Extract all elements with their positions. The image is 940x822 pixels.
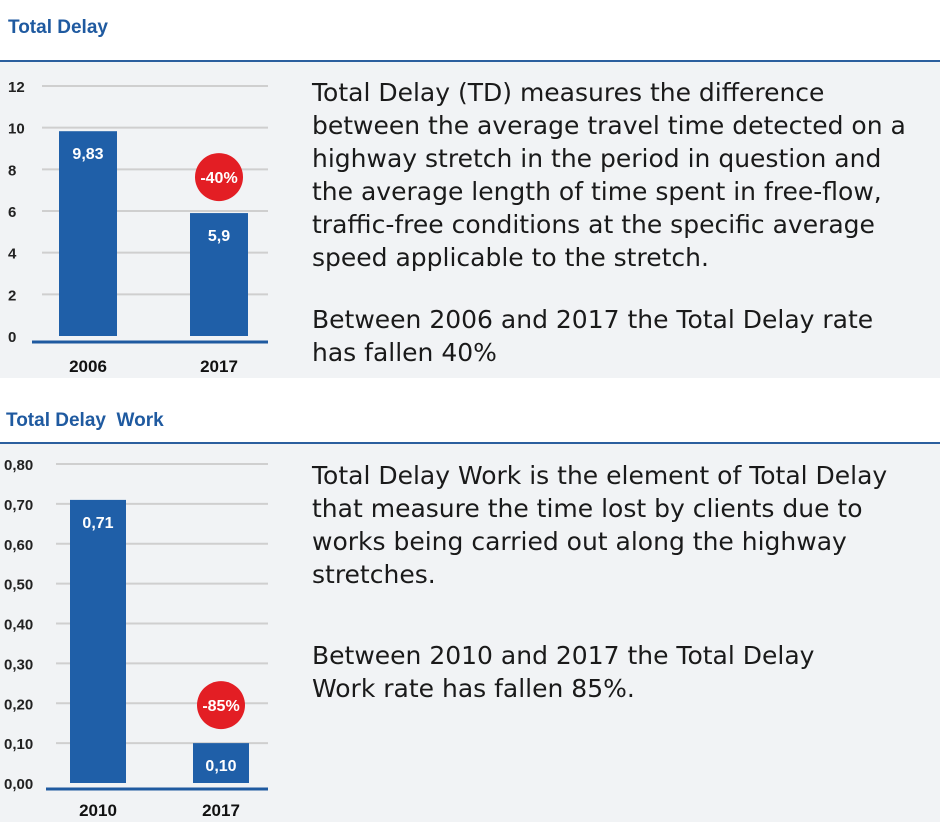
bars <box>59 131 248 336</box>
total-delay-work-panel <box>0 444 940 822</box>
y-tick-label: 0,30 <box>4 656 33 673</box>
data-labels: 9,83 5,9 <box>72 146 230 245</box>
section-title-total-delay-work: Total Delay Work <box>6 410 164 431</box>
x-tick-label: 2006 <box>69 357 107 376</box>
y-tick-label: 0,50 <box>4 577 33 594</box>
change-badge: -85% <box>197 681 245 730</box>
section-divider <box>0 60 940 62</box>
bar-value-label: 0,71 <box>82 515 113 532</box>
y-tick-label: 6 <box>8 204 16 221</box>
x-tick-label: 2010 <box>79 801 117 820</box>
total-delay-panel <box>0 62 940 378</box>
y-tick-label: 0,10 <box>4 736 33 753</box>
total-delay-work-summary: Between 2010 and 2017 the Total Delay Wo… <box>312 641 815 703</box>
y-tick-label: 0,80 <box>4 457 33 474</box>
x-tick-label: 2017 <box>200 357 238 376</box>
x-tick-labels: 2010 2017 <box>79 801 240 820</box>
y-tick-labels: 0 2 4 6 8 10 12 <box>8 79 25 346</box>
change-badge-label: -85% <box>202 698 239 715</box>
y-tick-label: 2 <box>8 287 16 304</box>
bar-value-label: 0,10 <box>205 758 236 775</box>
bar-value-label: 5,9 <box>208 228 230 245</box>
change-badge: -40% <box>195 153 243 202</box>
bars <box>70 499 249 783</box>
y-tick-label: 0,20 <box>4 696 33 713</box>
y-tick-label: 4 <box>8 246 17 263</box>
bar-2006 <box>59 131 117 336</box>
y-tick-label: 0,60 <box>4 537 33 554</box>
change-badge-circle <box>195 153 243 202</box>
y-tick-label: 0,70 <box>4 497 33 514</box>
x-tick-labels: 2006 2017 <box>69 357 238 376</box>
section-divider <box>0 442 940 444</box>
y-tick-label: 10 <box>8 121 25 138</box>
section-title-total-delay: Total Delay <box>8 17 108 38</box>
total-delay-work-description: Total Delay Work is the element of Total… <box>312 461 888 589</box>
change-badge-label: -40% <box>200 170 237 187</box>
x-tick-label: 2017 <box>202 801 240 820</box>
bar-value-label: 9,83 <box>72 146 103 163</box>
change-badge-circle <box>197 681 245 730</box>
total-delay-chart: 0 2 4 6 8 10 12 2006 2017 9,83 5,9 -40% <box>8 79 268 376</box>
total-delay-summary: Between 2006 and 2017 the Total Delay ra… <box>312 305 874 367</box>
total-delay-description: Total Delay (TD) measures the difference… <box>312 78 906 272</box>
y-tick-label: 12 <box>8 79 25 96</box>
y-tick-label: 0 <box>8 329 16 346</box>
bar-2010 <box>70 499 126 783</box>
bar-2017 <box>190 213 248 336</box>
data-labels: 0,71 0,10 <box>82 515 236 775</box>
bar-2017 <box>193 743 249 783</box>
y-tick-label: 0,00 <box>4 776 33 793</box>
y-tick-label: 0,40 <box>4 617 33 634</box>
y-tick-labels: 0,00 0,10 0,20 0,30 0,40 0,50 0,60 0,70 0,80 <box>4 457 33 793</box>
y-tick-label: 8 <box>8 162 16 179</box>
total-delay-work-chart: 0,00 0,10 0,20 0,30 0,40 0,50 0,60 0,70 0,80 201… <box>4 457 268 820</box>
